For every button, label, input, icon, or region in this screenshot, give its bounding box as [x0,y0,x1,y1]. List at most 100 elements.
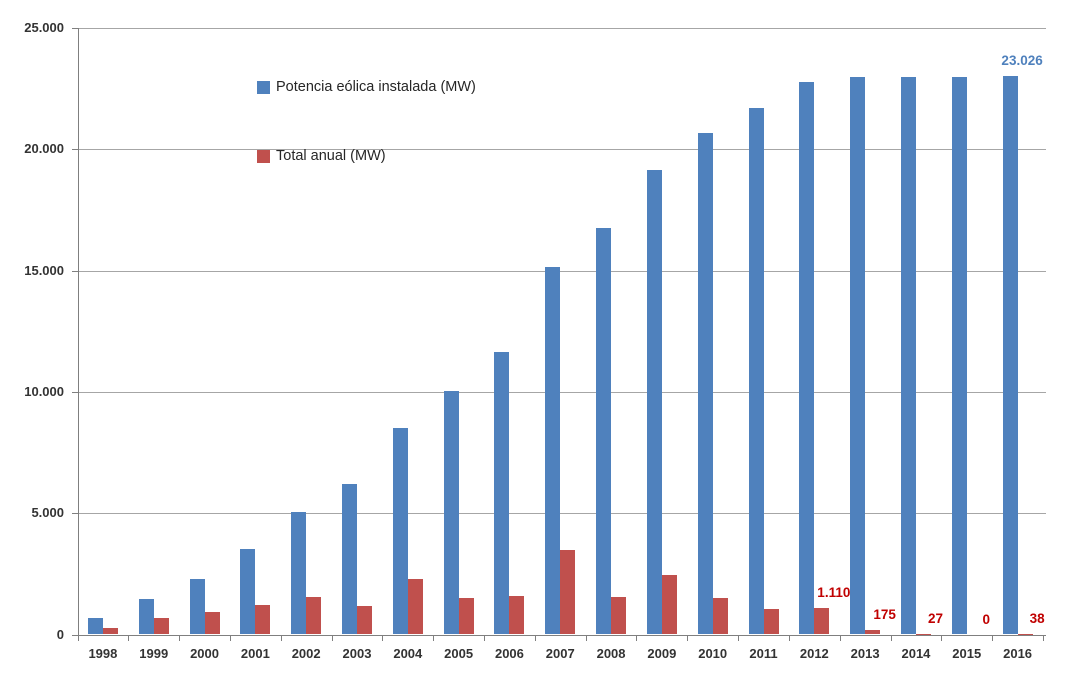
x-axis-tick [636,635,638,641]
y-axis-tick-10.000 [71,391,78,393]
x-axis-tick [687,635,689,641]
x-axis-tick [788,635,790,641]
y-axis-tick-0 [71,634,78,636]
bar-potencia-2011 [748,108,764,635]
x-axis-label-2001: 2001 [240,645,270,661]
y-axis-tick-20.000 [71,149,78,151]
gridline-10.000 [77,391,1046,393]
bar-anual-2002 [306,596,322,635]
legend-item-potencia-instalada: Potencia eólica instalada (MW) [257,79,476,95]
bar-anual-2010 [712,598,728,635]
y-axis-label: 5.000 [31,505,64,521]
bar-potencia-2010 [697,132,713,635]
bar-anual-2001 [255,605,271,635]
x-axis-label-2000: 2000 [190,645,219,661]
bar-potencia-2015 [951,76,967,635]
bar-anual-2011 [763,608,779,635]
gridline-20.000 [77,149,1046,151]
x-axis-tick [534,635,536,641]
x-axis-label-1998: 1998 [88,645,118,661]
x-axis-label-2002: 2002 [291,645,321,661]
legend-swatch-total-anual-icon [257,149,270,163]
y-axis-tick-15.000 [71,270,78,272]
bar-anual-2008 [611,596,627,635]
x-axis-tick [77,635,79,641]
bar-anual-2004 [407,578,423,635]
y-axis-label: 20.000 [24,141,64,157]
bar-potencia-2004 [392,428,408,635]
x-axis-tick [382,635,384,641]
x-axis-tick [433,635,435,641]
x-axis-label-2009: 2009 [647,645,677,661]
x-axis-label-2010: 2010 [698,645,728,661]
x-axis-tick [992,635,994,641]
gridline-15.000 [77,270,1046,272]
bar-potencia-2002 [291,512,307,635]
bar-potencia-2012 [799,81,815,635]
bar-anual-2016 [1017,633,1033,635]
bar-potencia-2014 [900,76,916,635]
bar-potencia-2005 [443,391,459,635]
bar-anual-2006 [509,595,525,635]
y-axis-label: 25.000 [24,20,64,35]
x-axis-label-2012: 2012 [799,645,829,661]
bar-anual-2014 [915,633,931,635]
x-axis-tick [738,635,740,641]
x-axis-tick [128,635,130,641]
data-label-potencia-2016: 23.026 [1001,52,1043,68]
legend-item-total-anual: Total anual (MW) [257,148,386,164]
x-axis-label-2015: 2015 [952,645,982,661]
data-label-anual-2015: 0 [982,611,991,627]
x-axis-tick [890,635,892,641]
bar-potencia-2016 [1002,75,1018,635]
data-label-anual-2016: 38 [1029,610,1045,626]
x-axis-label-2014: 2014 [901,645,931,661]
bar-anual-2012 [814,607,830,635]
bar-potencia-1999 [138,599,154,635]
x-axis-tick [331,635,333,641]
x-axis-tick [229,635,231,641]
legend-swatch-potencia-icon [257,80,270,94]
x-axis-line [77,634,1046,636]
x-axis-tick [941,635,943,641]
bar-potencia-2001 [240,548,256,635]
x-axis-label-2006: 2006 [494,645,524,661]
y-axis-label: 10.000 [24,383,64,399]
bar-potencia-2013 [850,77,866,635]
bar-potencia-2000 [189,578,205,635]
x-axis-label-2003: 2003 [342,645,372,661]
x-axis-tick [179,635,181,641]
y-axis-line [77,28,79,635]
x-axis-label-2005: 2005 [444,645,474,661]
bar-potencia-2003 [341,484,357,635]
gridline-5.000 [77,513,1046,515]
legend-label-total-anual: Total anual (MW) [276,148,386,164]
x-axis-tick [839,635,841,641]
bar-anual-2003 [356,605,372,635]
x-axis-label-2011: 2011 [749,645,778,661]
bar-anual-2013 [865,630,881,635]
x-axis-tick [484,635,486,641]
bar-potencia-2006 [494,352,510,635]
x-axis-label-2007: 2007 [545,645,575,661]
bar-potencia-1998 [87,617,103,635]
x-axis-label-2013: 2013 [850,645,880,661]
bar-potencia-2007 [545,267,561,635]
data-label-anual-2012: 1.110 [817,584,851,600]
x-axis-tick [280,635,282,641]
data-label-anual-2013: 175 [873,607,896,623]
y-axis-label: 15.000 [24,262,64,278]
legend-label-potencia: Potencia eólica instalada (MW) [276,79,476,95]
x-axis-label-2004: 2004 [393,645,423,661]
x-axis-tick [585,635,587,641]
x-axis-label-2016: 2016 [1003,645,1033,661]
bar-potencia-2009 [646,169,662,635]
gridline-25.000 [77,28,1046,29]
y-axis-tick-25.000 [71,28,78,29]
y-axis-tick-5.000 [71,513,78,515]
data-label-anual-2014: 27 [927,610,943,626]
bar-anual-1998 [102,628,118,635]
x-axis-tick [1043,635,1044,641]
bar-potencia-2008 [596,228,612,635]
